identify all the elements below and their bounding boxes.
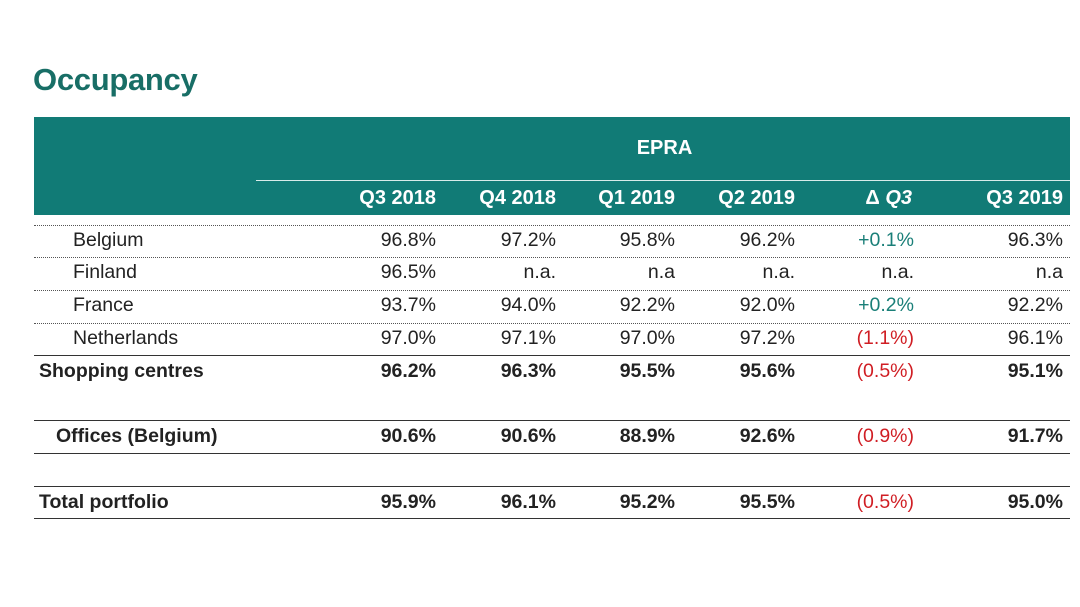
table-row-total-portfolio: Total portfolio 95.9% 96.1% 95.2% 95.5% … xyxy=(34,488,1070,520)
cell-q2-2019: 96.2% xyxy=(739,229,795,251)
cell-q3-2019: 92.2% xyxy=(1007,294,1063,316)
row-label: Offices (Belgium) xyxy=(56,425,218,447)
cell-q2-2019: 95.6% xyxy=(739,360,795,382)
cell-q3-2018: 96.2% xyxy=(380,360,436,382)
cell-q4-2018: 96.3% xyxy=(500,360,556,382)
delta-symbol: Δ xyxy=(865,187,880,209)
cell-q2-2019: 92.0% xyxy=(739,294,795,316)
cell-q2-2019: n.a. xyxy=(762,261,795,283)
column-header-q4-2018: Q4 2018 xyxy=(479,187,556,209)
column-header-q3-2018: Q3 2018 xyxy=(359,187,436,209)
row-divider xyxy=(34,453,1070,454)
page-title: Occupancy xyxy=(33,62,198,97)
delta-period: Q3 xyxy=(885,187,912,209)
cell-q1-2019: 97.0% xyxy=(619,327,675,349)
column-header-q3-2019: Q3 2019 xyxy=(986,187,1063,209)
row-label: Belgium xyxy=(73,229,144,251)
cell-q3-2018: 93.7% xyxy=(380,294,436,316)
cell-q3-2019: n.a xyxy=(1035,261,1063,283)
row-label: Total portfolio xyxy=(39,491,169,513)
cell-delta-q3: +0.2% xyxy=(858,294,914,316)
table-row-france: France 93.7% 94.0% 92.2% 92.0% +0.2% 92.… xyxy=(34,291,1070,323)
cell-q3-2018: 97.0% xyxy=(380,327,436,349)
column-header-q2-2019: Q2 2019 xyxy=(718,187,795,209)
cell-q2-2019: 95.5% xyxy=(739,491,795,513)
cell-delta-q3: (0.5%) xyxy=(856,491,914,513)
column-header-delta-q3: Δ Q3 xyxy=(794,187,912,210)
cell-delta-q3: (1.1%) xyxy=(856,327,914,349)
cell-q2-2019: 92.6% xyxy=(739,425,795,447)
cell-delta-q3: (0.9%) xyxy=(856,425,914,447)
cell-q4-2018: 97.2% xyxy=(500,229,556,251)
cell-q1-2019: 92.2% xyxy=(619,294,675,316)
row-divider xyxy=(34,355,1070,356)
cell-q3-2018: 96.5% xyxy=(380,261,436,283)
cell-q1-2019: 95.8% xyxy=(619,229,675,251)
table-header: EPRA Q3 2018 Q4 2018 Q1 2019 Q2 2019 Δ Q… xyxy=(34,117,1070,215)
row-divider xyxy=(34,420,1070,421)
cell-q3-2019: 96.3% xyxy=(1007,229,1063,251)
row-divider xyxy=(34,518,1070,519)
row-divider xyxy=(34,486,1070,487)
cell-q3-2018: 95.9% xyxy=(380,491,436,513)
row-divider xyxy=(34,290,1070,291)
row-divider xyxy=(34,257,1070,258)
cell-delta-q3: +0.1% xyxy=(858,229,914,251)
cell-q4-2018: n.a. xyxy=(523,261,556,283)
header-divider xyxy=(256,180,1070,181)
table-row-netherlands: Netherlands 97.0% 97.1% 97.0% 97.2% (1.1… xyxy=(34,324,1070,356)
cell-delta-q3: (0.5%) xyxy=(856,360,914,382)
cell-q1-2019: 95.2% xyxy=(619,491,675,513)
cell-q3-2019: 95.0% xyxy=(1007,491,1063,513)
cell-q3-2019: 96.1% xyxy=(1007,327,1063,349)
cell-q4-2018: 96.1% xyxy=(500,491,556,513)
group-header-epra: EPRA xyxy=(636,137,693,159)
table-row-belgium: Belgium 96.8% 97.2% 95.8% 96.2% +0.1% 96… xyxy=(34,226,1070,258)
table-row-finland: Finland 96.5% n.a. n.a n.a. n.a. n.a xyxy=(34,258,1070,290)
cell-q1-2019: n.a xyxy=(647,261,675,283)
cell-q4-2018: 97.1% xyxy=(500,327,556,349)
cell-q3-2018: 96.8% xyxy=(380,229,436,251)
cell-q4-2018: 90.6% xyxy=(500,425,556,447)
cell-q1-2019: 95.5% xyxy=(619,360,675,382)
cell-q2-2019: 97.2% xyxy=(739,327,795,349)
cell-q1-2019: 88.9% xyxy=(619,425,675,447)
table-row-offices-belgium: Offices (Belgium) 90.6% 90.6% 88.9% 92.6… xyxy=(34,422,1070,454)
cell-q4-2018: 94.0% xyxy=(500,294,556,316)
row-label: Shopping centres xyxy=(39,360,204,382)
row-divider xyxy=(34,323,1070,324)
column-header-q1-2019: Q1 2019 xyxy=(598,187,675,209)
cell-q3-2019: 95.1% xyxy=(1007,360,1063,382)
cell-delta-q3: n.a. xyxy=(881,261,914,283)
table-row-shopping-centres: Shopping centres 96.2% 96.3% 95.5% 95.6%… xyxy=(34,357,1070,389)
cell-q3-2019: 91.7% xyxy=(1007,425,1063,447)
cell-q3-2018: 90.6% xyxy=(380,425,436,447)
row-divider xyxy=(34,225,1070,226)
row-label: Netherlands xyxy=(73,327,179,349)
row-label: Finland xyxy=(73,261,137,283)
row-label: France xyxy=(73,294,134,316)
